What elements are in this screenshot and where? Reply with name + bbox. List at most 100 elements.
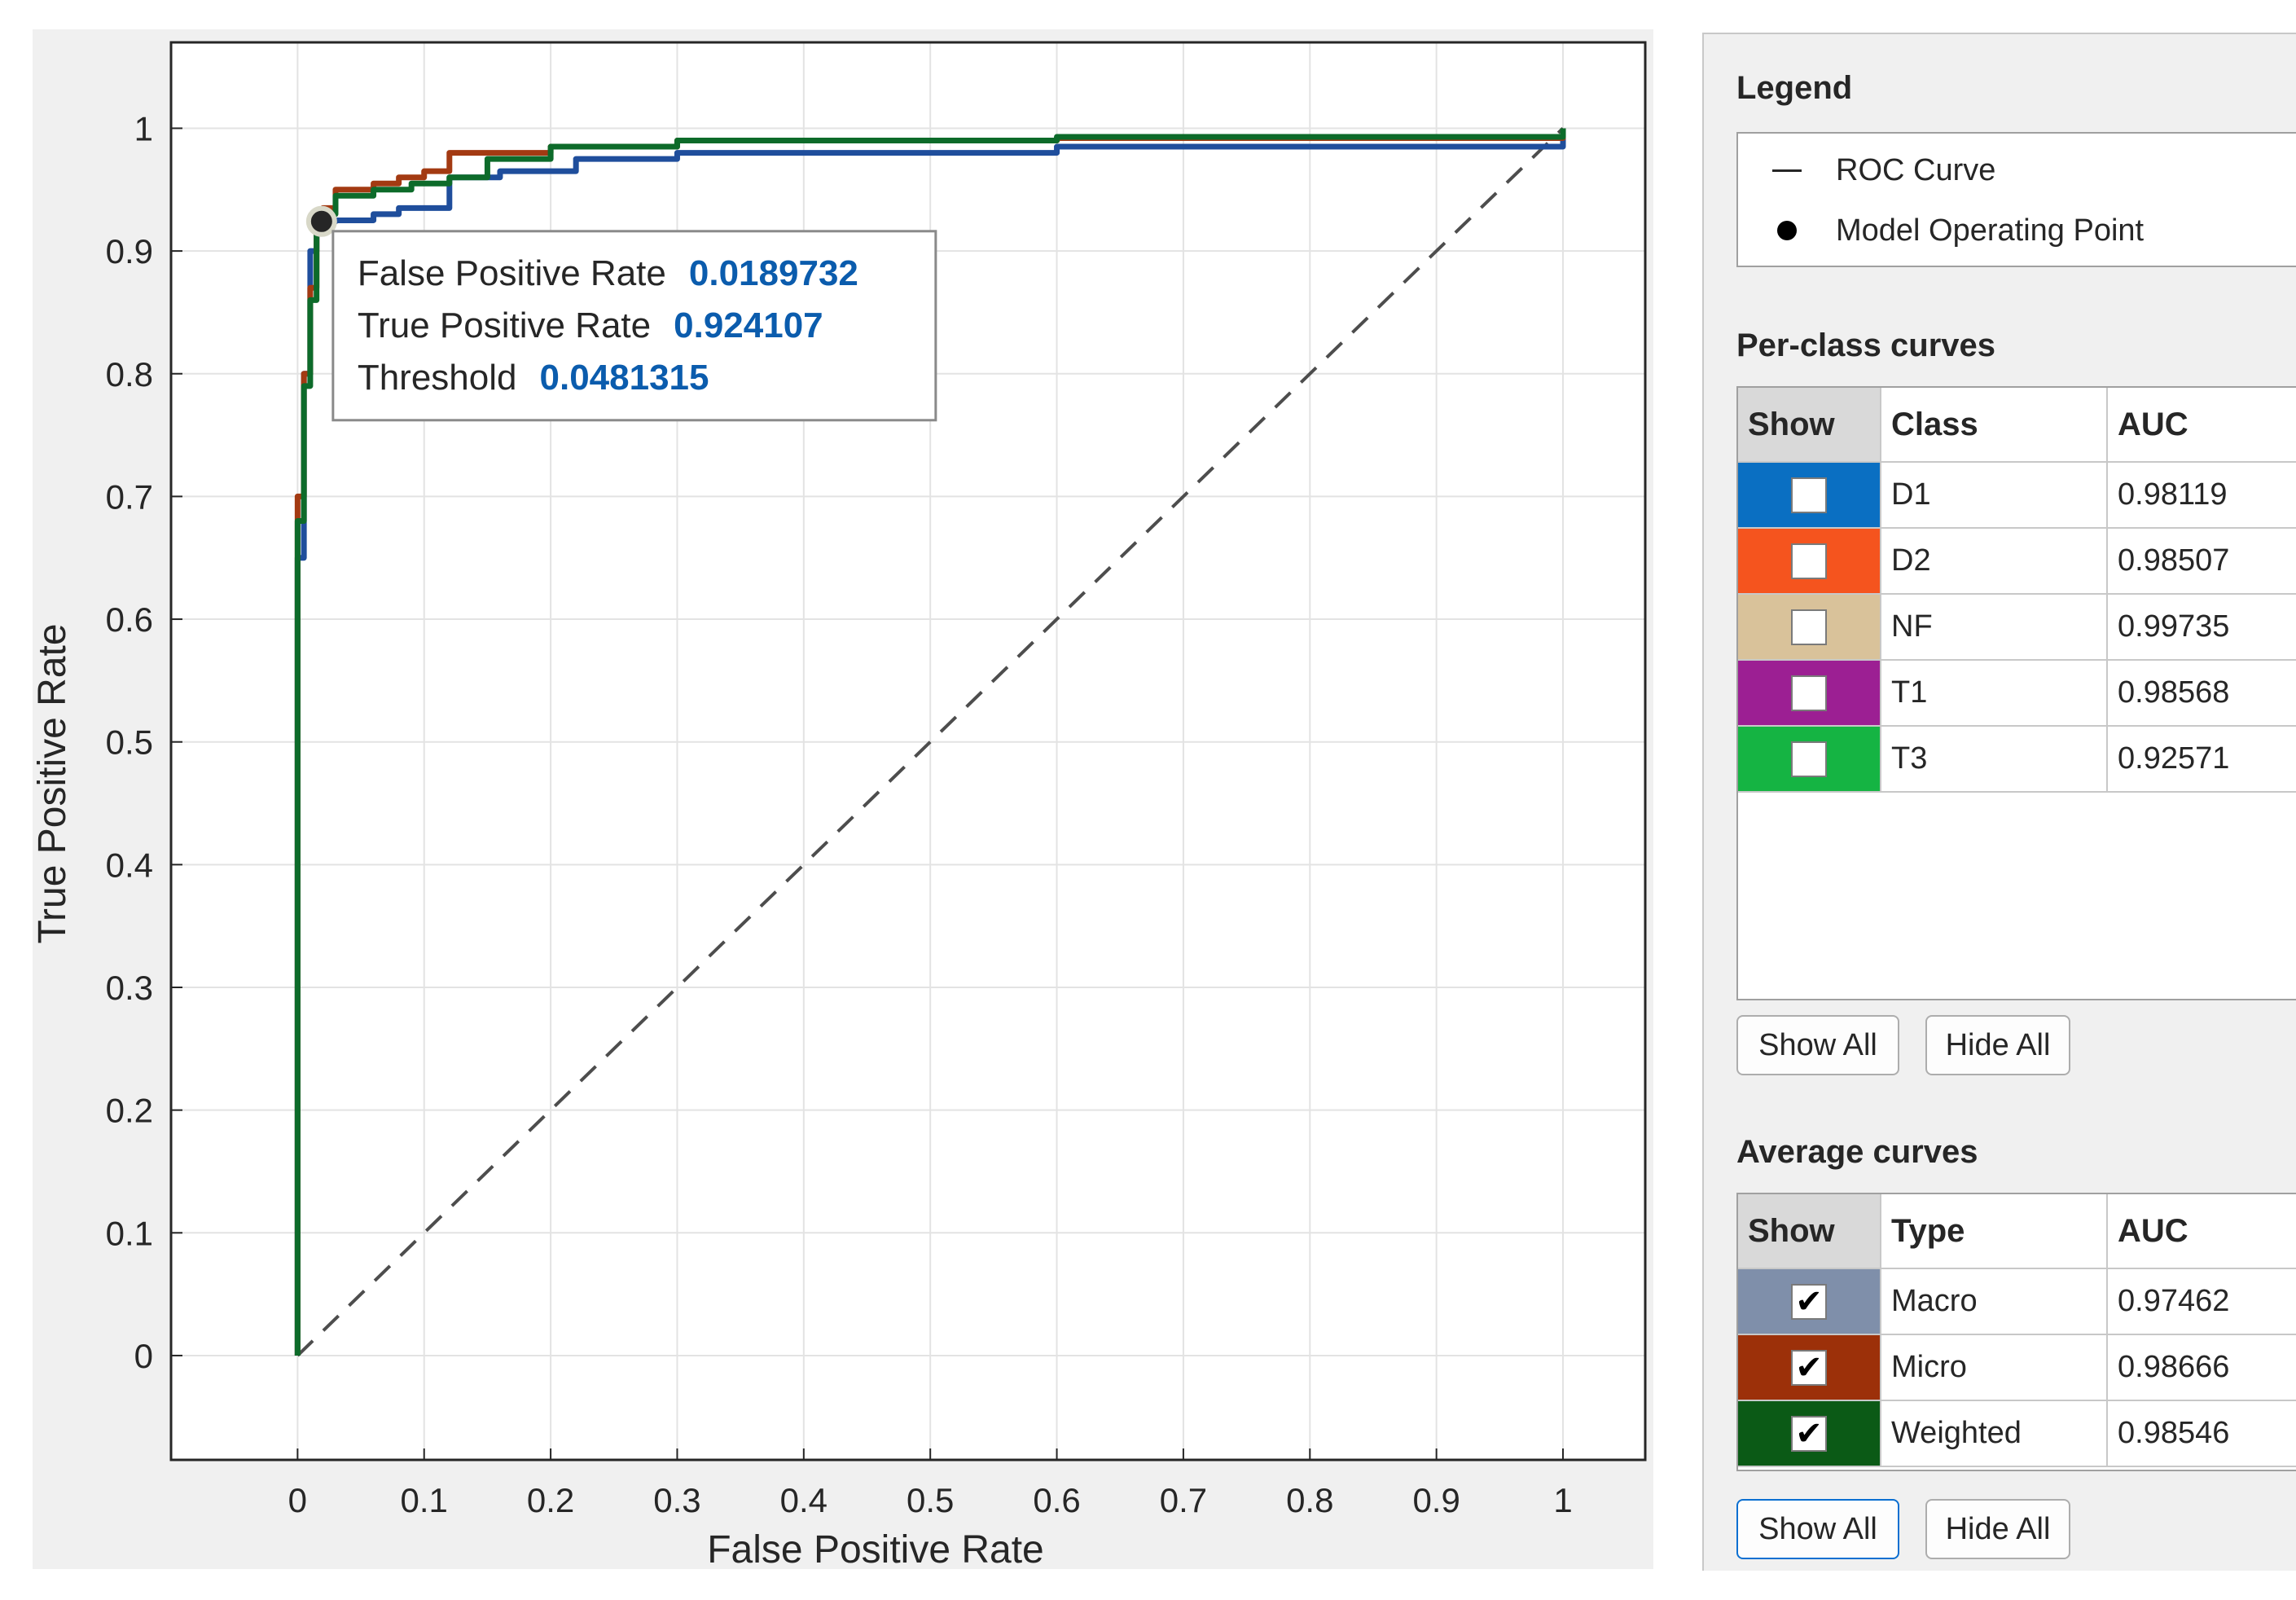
show-checkbox[interactable]: ✔ — [1791, 1414, 1827, 1453]
legend-title: Legend — [1736, 70, 1853, 106]
datatip-value: 0.0189732 — [689, 253, 858, 293]
average-curves-title: Average curves — [1736, 1134, 1978, 1170]
per-class-table: Show Class AUC D1 0.98119 D2 0.98507 NF 0.99735 T… — [1736, 386, 2296, 1000]
table-row[interactable]: D2 0.98507 — [1738, 529, 2296, 595]
name-cell: D1 — [1881, 463, 2108, 529]
auc-column-header[interactable]: AUC — [2108, 1194, 2296, 1269]
table-row[interactable]: T3 0.92571 — [1738, 727, 2296, 793]
x-tick-label: 0.6 — [1033, 1481, 1080, 1519]
average-show-all-button[interactable]: Show All — [1736, 1499, 1899, 1559]
table-row[interactable]: T1 0.98568 — [1738, 661, 2296, 727]
table-row[interactable]: ✔ Macro 0.97462 — [1738, 1269, 2296, 1335]
datatip-value: 0.0481315 — [540, 358, 709, 398]
per-class-title: Per-class curves — [1736, 327, 1996, 363]
show-column-header[interactable]: Show — [1738, 388, 1881, 463]
x-tick-label: 0.3 — [653, 1481, 700, 1519]
x-tick-label: 1 — [1553, 1481, 1572, 1519]
show-checkbox[interactable] — [1791, 543, 1827, 579]
auc-cell: 0.98666 — [2108, 1335, 2296, 1401]
y-tick-label: 0.3 — [106, 969, 153, 1007]
auc-cell: 0.97462 — [2108, 1269, 2296, 1335]
table-header-row: Show Type AUC — [1738, 1194, 2296, 1269]
y-tick-label: 0.2 — [106, 1092, 153, 1130]
roc-curve-weighted — [294, 128, 1566, 1356]
show-checkbox[interactable]: ✔ — [1791, 1283, 1827, 1320]
y-tick-label: 0 — [134, 1337, 153, 1375]
auc-cell: 0.99735 — [2108, 595, 2296, 661]
name-cell: Weighted — [1881, 1401, 2108, 1467]
name-cell: T1 — [1881, 661, 2108, 727]
legend-label: ROC Curve — [1836, 152, 1996, 187]
color-swatch-cell — [1738, 661, 1881, 727]
color-swatch-cell — [1738, 529, 1881, 595]
y-tick-label: 0.9 — [106, 232, 153, 270]
side-panel: Legend ROC Curve Model Operating Point P… — [1702, 33, 2296, 1571]
name-cell: D2 — [1881, 529, 2108, 595]
x-tick-label: 0 — [288, 1481, 307, 1519]
name-column-header[interactable]: Type — [1881, 1194, 2108, 1269]
table-header-row: Show Class AUC — [1738, 388, 2296, 463]
datatip-box — [331, 230, 937, 422]
reference-diagonal-line — [296, 127, 1565, 1357]
name-cell: NF — [1881, 595, 2108, 661]
line-symbol-icon — [1772, 169, 1802, 172]
average-curves-table: Show Type AUC ✔ Macro 0.97462 ✔ Micro 0.98666 ✔ We… — [1736, 1193, 2296, 1471]
legend-item-roc-curve: ROC Curve — [1738, 142, 2296, 199]
x-tick-label: 0.7 — [1160, 1481, 1207, 1519]
x-tick-label: 0.5 — [907, 1481, 954, 1519]
name-cell: T3 — [1881, 727, 2108, 793]
auc-cell: 0.98568 — [2108, 661, 2296, 727]
x-axis-title: False Positive Rate — [707, 1528, 1044, 1569]
datatip-value: 0.924107 — [674, 305, 823, 345]
datatip-label: False Positive Rate — [358, 253, 666, 293]
show-checkbox[interactable] — [1791, 609, 1827, 645]
show-checkbox[interactable]: ✔ — [1791, 1348, 1827, 1387]
roc-plot-area: 0 0.1 0.2 0.3 0.4 0.5 0.6 0.7 0.8 0.9 1 0 0.1 0.2 0.3 0… — [33, 29, 1653, 1569]
table-row[interactable]: ✔ Weighted 0.98546 — [1738, 1401, 2296, 1467]
auc-cell: 0.98507 — [2108, 529, 2296, 595]
auc-cell: 0.98119 — [2108, 463, 2296, 529]
color-swatch-cell: ✔ — [1738, 1401, 1881, 1467]
y-tick-label: 0.5 — [106, 723, 153, 762]
y-tick-label: 0.6 — [106, 600, 153, 639]
name-cell: Macro — [1881, 1269, 2108, 1335]
legend-box: ROC Curve Model Operating Point — [1736, 132, 2296, 267]
checkmark-icon: ✔ — [1795, 1414, 1823, 1453]
show-checkbox[interactable] — [1791, 741, 1827, 777]
legend-label: Model Operating Point — [1836, 213, 2145, 248]
name-cell: Micro — [1881, 1335, 2108, 1401]
y-tick-label: 0.8 — [106, 355, 153, 393]
auc-cell: 0.92571 — [2108, 727, 2296, 793]
operating-point-marker — [305, 205, 337, 237]
show-checkbox[interactable] — [1791, 675, 1827, 711]
roc-chart[interactable]: 0 0.1 0.2 0.3 0.4 0.5 0.6 0.7 0.8 0.9 1 0 0.1 0.2 0.3 0… — [33, 29, 1653, 1569]
x-tick-label: 0.8 — [1286, 1481, 1333, 1519]
y-tick-label: 1 — [134, 109, 153, 147]
y-axis-title: True Positive Rate — [33, 623, 74, 943]
color-swatch-cell — [1738, 595, 1881, 661]
color-swatch-cell — [1738, 727, 1881, 793]
axes-border — [169, 41, 1647, 1462]
legend-item-operating-point: Model Operating Point — [1738, 202, 2296, 259]
auc-column-header[interactable]: AUC — [2108, 388, 2296, 463]
show-column-header[interactable]: Show — [1738, 1194, 1881, 1269]
name-column-header[interactable]: Class — [1881, 388, 2108, 463]
checkmark-icon: ✔ — [1795, 1348, 1823, 1387]
average-hide-all-button[interactable]: Hide All — [1925, 1499, 2070, 1559]
color-swatch-cell — [1738, 463, 1881, 529]
dot-symbol-icon — [1777, 221, 1797, 240]
datatip-label: Threshold — [358, 358, 517, 398]
color-swatch-cell: ✔ — [1738, 1335, 1881, 1401]
x-tick-label: 0.1 — [401, 1481, 448, 1519]
per-class-hide-all-button[interactable]: Hide All — [1925, 1015, 2070, 1075]
show-checkbox[interactable] — [1791, 477, 1827, 513]
datatip-label: True Positive Rate — [358, 305, 651, 345]
x-tick-label: 0.2 — [527, 1481, 574, 1519]
table-row[interactable]: NF 0.99735 — [1738, 595, 2296, 661]
table-row[interactable]: D1 0.98119 — [1738, 463, 2296, 529]
color-swatch-cell: ✔ — [1738, 1269, 1881, 1335]
per-class-show-all-button[interactable]: Show All — [1736, 1015, 1899, 1075]
auc-cell: 0.98546 — [2108, 1401, 2296, 1467]
table-row[interactable]: ✔ Micro 0.98666 — [1738, 1335, 2296, 1401]
y-tick-label: 0.1 — [106, 1214, 153, 1252]
